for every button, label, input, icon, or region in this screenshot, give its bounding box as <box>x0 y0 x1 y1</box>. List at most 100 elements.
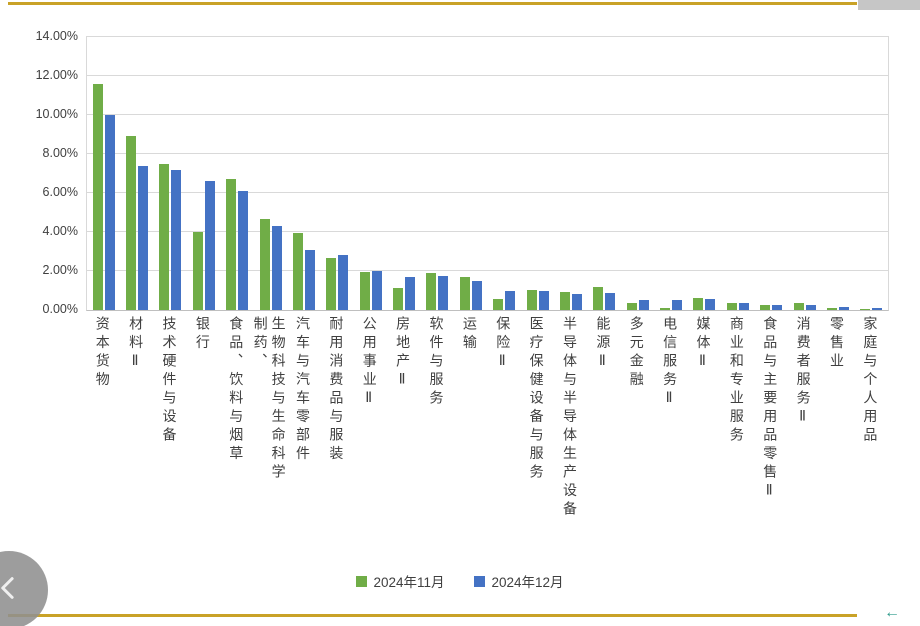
bar-series-1 <box>426 272 437 310</box>
category-label: 零售业 <box>828 316 845 372</box>
bar-series-1 <box>526 289 537 310</box>
bar-series-1 <box>292 232 303 310</box>
bar-series-2 <box>538 291 549 310</box>
bar-series-2 <box>505 290 516 310</box>
bar-series-1 <box>493 299 504 310</box>
category-label: 资本货物 <box>94 316 111 390</box>
bar-series-2 <box>271 226 282 310</box>
bar-series-1 <box>726 303 737 310</box>
category-label: 耐用消费品与服装 <box>328 316 345 464</box>
bar-series-2 <box>171 169 182 310</box>
gridline <box>87 114 888 115</box>
bar-series-2 <box>471 280 482 310</box>
legend: 2024年11月 2024年12月 <box>0 571 920 591</box>
y-tick-label: 4.00% <box>42 224 78 238</box>
bar-series-2 <box>304 249 315 310</box>
gridline <box>87 153 888 154</box>
y-tick-label: 8.00% <box>42 146 78 160</box>
bar-series-2 <box>438 275 449 310</box>
bar-series-1 <box>126 136 137 310</box>
bar-series-1 <box>593 286 604 310</box>
category-label: 食品、饮料与烟草 <box>228 316 245 464</box>
bar-series-2 <box>571 294 582 310</box>
category-label: 多元金融 <box>628 316 645 390</box>
y-tick-label: 14.00% <box>35 29 78 43</box>
gridline <box>87 231 888 232</box>
bar-series-1 <box>326 258 337 310</box>
y-tick-label: 2.00% <box>42 263 78 277</box>
bar-series-1 <box>92 83 103 310</box>
gridline <box>87 75 888 76</box>
bar-series-2 <box>638 300 649 310</box>
bar-series-1 <box>393 287 404 310</box>
bar-series-2 <box>605 293 616 310</box>
bar-series-1 <box>860 309 871 310</box>
y-tick-label: 0.00% <box>42 302 78 316</box>
category-label: 运输 <box>461 316 478 353</box>
bar-series-2 <box>405 276 416 310</box>
bar-series-2 <box>371 271 382 310</box>
category-label: 消费者服务Ⅱ <box>795 316 812 429</box>
plot-area <box>86 36 889 311</box>
bar-series-1 <box>826 308 837 310</box>
bar-series-1 <box>192 232 203 310</box>
category-label: 能源Ⅱ <box>595 316 612 374</box>
legend-swatch <box>356 575 368 587</box>
legend-item: 2024年12月 <box>474 571 564 591</box>
category-label: 公用事业Ⅱ <box>361 316 378 411</box>
category-label: 食品与主要用品零售Ⅱ <box>762 316 779 503</box>
category-label: 半导体与半导体生产设备 <box>561 316 578 520</box>
bar-series-2 <box>104 115 115 310</box>
category-label: 材料Ⅱ <box>128 316 145 374</box>
y-tick-label: 12.00% <box>35 68 78 82</box>
category-label: 医疗保健设备与服务 <box>528 316 545 483</box>
category-label: 制药、 生物科技与生命科学 <box>252 316 287 483</box>
bar-series-2 <box>204 181 215 310</box>
bar-series-2 <box>872 308 883 310</box>
bar-series-1 <box>626 303 637 310</box>
bar-series-2 <box>705 299 716 310</box>
bottom-accent-line <box>8 614 857 617</box>
bar-series-1 <box>359 271 370 310</box>
legend-label: 2024年12月 <box>491 575 564 590</box>
category-label: 软件与服务 <box>428 316 445 409</box>
gridline <box>87 270 888 271</box>
bar-series-1 <box>760 305 771 310</box>
left-arrow-icon: ← <box>884 604 900 621</box>
bar-series-1 <box>226 179 237 310</box>
legend-label: 2024年11月 <box>373 575 445 590</box>
category-label: 技术硬件与设备 <box>161 316 178 446</box>
top-right-gray-bar <box>858 0 920 10</box>
bar-series-1 <box>559 292 570 310</box>
category-label: 家庭与个人用品 <box>862 316 879 446</box>
bar-series-2 <box>138 165 149 310</box>
top-accent-line <box>8 2 857 5</box>
category-label: 银行 <box>194 316 211 353</box>
category-label: 商业和专业服务 <box>728 316 745 446</box>
bar-series-2 <box>772 305 783 310</box>
chevron-left-icon <box>0 573 24 608</box>
bar-series-1 <box>660 308 671 310</box>
legend-swatch <box>474 575 486 587</box>
bar-series-1 <box>793 303 804 310</box>
y-tick-label: 10.00% <box>35 107 78 121</box>
bar-series-1 <box>459 276 470 310</box>
bar-series-1 <box>693 298 704 310</box>
bar-series-2 <box>838 307 849 310</box>
category-label: 电信服务Ⅱ <box>662 316 679 411</box>
bar-series-1 <box>259 219 270 310</box>
bar-series-2 <box>338 255 349 310</box>
bar-series-1 <box>159 163 170 310</box>
bar-series-2 <box>805 305 816 310</box>
category-label: 保险Ⅱ <box>495 316 512 374</box>
legend-item: 2024年11月 <box>356 571 444 591</box>
bar-series-2 <box>238 191 249 310</box>
category-label: 媒体Ⅱ <box>695 316 712 374</box>
bar-series-2 <box>672 300 683 310</box>
y-tick-label: 6.00% <box>42 185 78 199</box>
category-label: 汽车与汽车零部件 <box>294 316 311 464</box>
bar-series-2 <box>738 303 749 310</box>
category-label: 房地产Ⅱ <box>395 316 412 392</box>
gridline <box>87 192 888 193</box>
